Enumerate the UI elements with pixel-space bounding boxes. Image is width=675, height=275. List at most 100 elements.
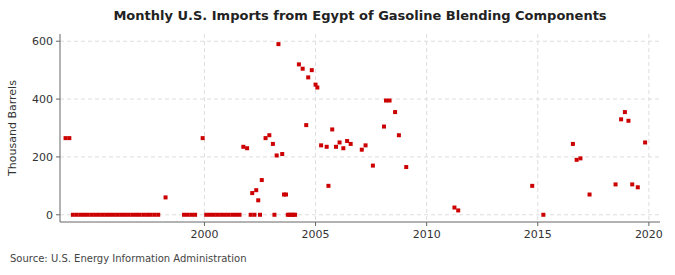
y-tick xyxy=(56,156,60,157)
point xyxy=(86,213,90,217)
grid-line-x xyxy=(426,34,427,222)
point xyxy=(276,42,280,46)
point xyxy=(123,213,127,217)
point xyxy=(280,152,284,156)
point xyxy=(182,213,186,217)
point xyxy=(223,213,227,217)
point xyxy=(397,133,401,137)
point xyxy=(101,213,105,217)
point xyxy=(230,213,234,217)
point xyxy=(338,140,342,144)
point xyxy=(204,213,208,217)
point xyxy=(78,213,82,217)
point xyxy=(630,182,634,186)
y-tick-label: 600 xyxy=(32,35,53,48)
point xyxy=(149,213,153,217)
point xyxy=(82,213,86,217)
point xyxy=(330,127,334,131)
point xyxy=(345,139,349,143)
x-tick-label: 2000 xyxy=(190,228,218,241)
point xyxy=(393,110,397,114)
point xyxy=(71,213,75,217)
x-axis-line xyxy=(60,222,660,223)
point xyxy=(371,164,375,168)
x-tick-label: 2005 xyxy=(302,228,330,241)
point xyxy=(112,213,116,217)
x-tick xyxy=(315,222,316,226)
title: Monthly U.S. Imports from Egypt of Gasol… xyxy=(113,8,606,23)
point xyxy=(97,213,101,217)
point xyxy=(404,165,408,169)
point xyxy=(152,213,156,217)
grid-line-x xyxy=(648,34,649,222)
point xyxy=(384,99,388,103)
point xyxy=(256,198,260,202)
y-tick xyxy=(56,214,60,215)
point xyxy=(126,213,130,217)
point xyxy=(254,188,258,192)
point xyxy=(264,136,268,140)
chart: 020040060020002005201020152020Monthly U.… xyxy=(0,0,675,275)
y-tick-label: 0 xyxy=(46,209,53,222)
point xyxy=(304,123,308,127)
point xyxy=(325,145,329,149)
x-tick-label: 2020 xyxy=(635,228,663,241)
x-tick xyxy=(204,222,205,226)
grid-line-y xyxy=(60,41,660,42)
point xyxy=(119,213,123,217)
point xyxy=(190,213,194,217)
point xyxy=(326,184,330,188)
point xyxy=(138,213,142,217)
x-tick-label: 2010 xyxy=(413,228,441,241)
point xyxy=(626,119,630,123)
grid-line-y xyxy=(60,99,660,100)
point xyxy=(249,213,253,217)
point xyxy=(614,182,618,186)
point xyxy=(164,195,168,199)
point xyxy=(275,153,279,157)
point xyxy=(193,213,197,217)
y-tick-label: 400 xyxy=(32,93,53,106)
point xyxy=(284,193,288,197)
point xyxy=(619,117,623,121)
point xyxy=(388,99,392,103)
point xyxy=(271,142,275,146)
point xyxy=(64,136,68,140)
point xyxy=(245,146,249,150)
point xyxy=(578,156,582,160)
point xyxy=(75,213,79,217)
point xyxy=(293,213,297,217)
point xyxy=(212,213,216,217)
y-axis-label: Thousand Barrels xyxy=(6,80,19,177)
grid xyxy=(60,34,660,222)
point xyxy=(234,213,238,217)
point xyxy=(297,62,301,66)
ticks: 020040060020002005201020152020 xyxy=(32,35,663,241)
grid-line-x xyxy=(204,34,205,222)
point xyxy=(643,140,647,144)
point xyxy=(310,68,314,72)
point xyxy=(588,193,592,197)
x-tick xyxy=(537,222,538,226)
point xyxy=(575,158,579,162)
x-tick xyxy=(426,222,427,226)
point xyxy=(364,143,368,147)
x-tick-label: 2015 xyxy=(524,228,552,241)
point xyxy=(456,208,460,212)
point xyxy=(301,67,305,71)
point xyxy=(130,213,134,217)
point xyxy=(530,184,534,188)
annotation: Source: U.S. Energy Information Administ… xyxy=(10,253,247,264)
point xyxy=(241,145,245,149)
point xyxy=(215,213,219,217)
point xyxy=(623,110,627,114)
grid-line-y xyxy=(60,156,660,157)
point xyxy=(341,146,345,150)
point xyxy=(315,86,319,90)
point xyxy=(201,136,205,140)
point xyxy=(306,75,310,79)
point xyxy=(186,213,190,217)
point xyxy=(104,213,108,217)
point xyxy=(334,145,338,149)
y-tick xyxy=(56,41,60,42)
